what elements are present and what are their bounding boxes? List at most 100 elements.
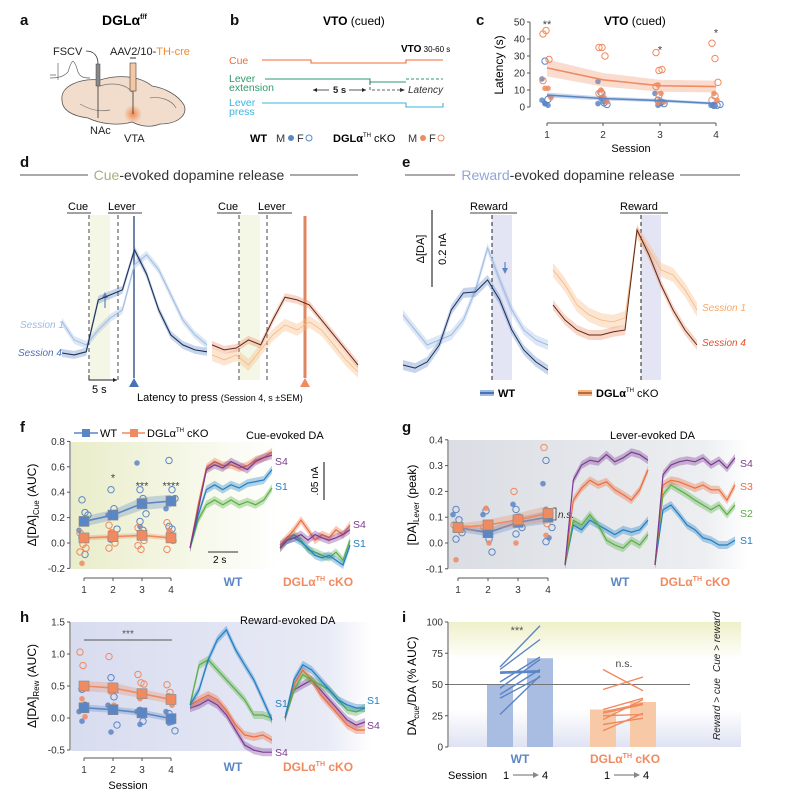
f-wt-s2-trace-sem-band — [190, 484, 272, 552]
panel-label-f: f — [20, 419, 26, 436]
brain-illustration — [61, 76, 186, 127]
i-session-label: Session — [448, 770, 487, 782]
c-point-open — [601, 52, 609, 60]
lever-extension-timeline — [265, 78, 406, 83]
e-legend-wt: WT — [498, 388, 515, 400]
i-session-from: 1 — [604, 770, 610, 782]
cue-timeline — [262, 59, 443, 64]
g-ko-s4-trace-sem-band — [655, 453, 735, 569]
h-ko-s2-trace-sem-band — [285, 670, 365, 722]
f-mean-marker — [107, 531, 119, 542]
c-point-open — [542, 26, 550, 35]
h-ko-group-label: DGLαTH cKO — [283, 760, 353, 774]
f-title: Cue-evoked DA — [246, 430, 324, 442]
d-wt-session4-sem-band — [62, 245, 207, 359]
d-ko-session1-line — [211, 321, 359, 373]
e-legend-ko: DGLαTH cKO — [596, 388, 659, 400]
c-point-filled — [652, 90, 658, 97]
female-open-marker-ko — [437, 134, 445, 142]
h-wt-s2-trace-line — [189, 659, 273, 719]
c-point-open — [655, 91, 663, 99]
lever-press-label-1: Lever — [229, 97, 256, 109]
e-reward-label-ko: Reward — [620, 201, 658, 213]
c-significance-stars: ** — [543, 19, 552, 31]
i-bar-session4 — [527, 658, 553, 747]
h-ylabel: Δ[DA]Rew (AUC) — [25, 644, 41, 728]
h-mean-marker — [165, 713, 177, 724]
panel-label-c: c — [476, 12, 484, 29]
scale-bar-label-da: Δ[DA] — [415, 235, 427, 264]
nac-label: NAc — [90, 125, 111, 137]
f-point-open — [165, 456, 173, 465]
f-wt-s4-trace-line — [189, 454, 273, 549]
f-point-open — [163, 545, 171, 554]
f-ko-s1-trace-sem-band — [280, 533, 350, 569]
f-point-open — [163, 518, 171, 527]
i-y-tick-label: 25 — [432, 711, 444, 722]
d-session4-label: Session 4 — [18, 348, 62, 359]
c-point-open — [545, 55, 553, 64]
h-trace-label-s1: S1 — [367, 695, 380, 707]
latency-label: Latency — [408, 85, 444, 96]
f-wt-s1-trace-line — [189, 469, 273, 549]
scale-bar-label-na: 0.2 nA — [437, 232, 449, 264]
f-ko-s2-trace-sem-band — [280, 530, 350, 565]
g-trace-label-s2: S2 — [740, 508, 753, 520]
vto-duration-label: VTO 30-60 s — [401, 44, 450, 55]
h-y-tick-label: 0.0 — [51, 714, 65, 725]
f-legend-wt: WT — [100, 428, 117, 440]
c-point-open — [541, 57, 549, 65]
c-xlabel: Session — [611, 143, 650, 155]
i-subject-line — [602, 676, 644, 691]
f-mean-line — [83, 534, 172, 539]
panel-h: h Reward-evoked DA Δ[DA]Rew (AUC) *** Se… — [20, 609, 380, 792]
c-mean-sem-band — [547, 59, 716, 93]
panel-c: c VTO (cued) Latency (s) Session 0 10 20 30… — [476, 12, 724, 155]
f-mean-line — [83, 500, 172, 523]
i-subject-line — [499, 676, 541, 699]
i-bar-session4 — [630, 702, 656, 747]
f-trace-label-s4: S4 — [353, 519, 366, 531]
i-subject-line — [499, 675, 541, 716]
i-subject-line — [499, 625, 541, 668]
g-ylabel: [DA]Lever (peak) — [405, 465, 421, 546]
f-x-tick-label: 4 — [168, 585, 174, 596]
e-wt-session4-sem-band — [403, 274, 548, 375]
g-point-open — [540, 443, 548, 452]
d-lever-label-ko: Lever — [258, 201, 286, 213]
g-wt-s1-trace-line — [564, 519, 649, 566]
f-significance-stars: * — [111, 473, 116, 485]
panel-e: e Reward-evoked dopamine release Reward … — [402, 154, 746, 400]
g-point-open — [512, 530, 520, 538]
d-session1-label: Session 1 — [20, 320, 64, 331]
f-mean-marker — [107, 509, 119, 521]
c-y-tick-label: 20 — [514, 69, 526, 80]
h-wt-s4-trace-sem-band — [190, 695, 272, 757]
f-point-filled — [166, 527, 172, 534]
g-point-filled — [483, 505, 489, 511]
male-filled-marker-ko — [420, 135, 426, 141]
g-trace-label-s1: S1 — [740, 535, 753, 547]
i-subject-line — [602, 702, 644, 713]
g-ko-s1-trace-line — [654, 504, 736, 566]
i-wt-significance: *** — [511, 625, 525, 637]
h-xlabel: Session — [108, 780, 147, 792]
c-point-open — [598, 43, 606, 52]
g-y-tick-label: 0.4 — [429, 435, 443, 446]
c-point-open — [708, 39, 716, 47]
e-wt-session1-sem-band — [403, 243, 548, 350]
panel-label-i: i — [402, 609, 406, 626]
f-trace-label-s1: S1 — [353, 538, 366, 550]
g-y-tick-label: 0.3 — [429, 461, 443, 472]
f-point-open — [168, 485, 176, 494]
c-point-filled — [542, 100, 548, 107]
f-y-tick-label: 0.4 — [51, 488, 65, 499]
g-point-open — [488, 548, 496, 556]
c-ylabel: Latency (s) — [492, 35, 506, 94]
c-point-open — [595, 43, 603, 52]
e-ko-session4-line — [552, 228, 698, 346]
h-mean-marker — [107, 682, 119, 694]
g-point-filled — [543, 532, 549, 539]
h-title: Reward-evoked DA — [240, 615, 336, 627]
